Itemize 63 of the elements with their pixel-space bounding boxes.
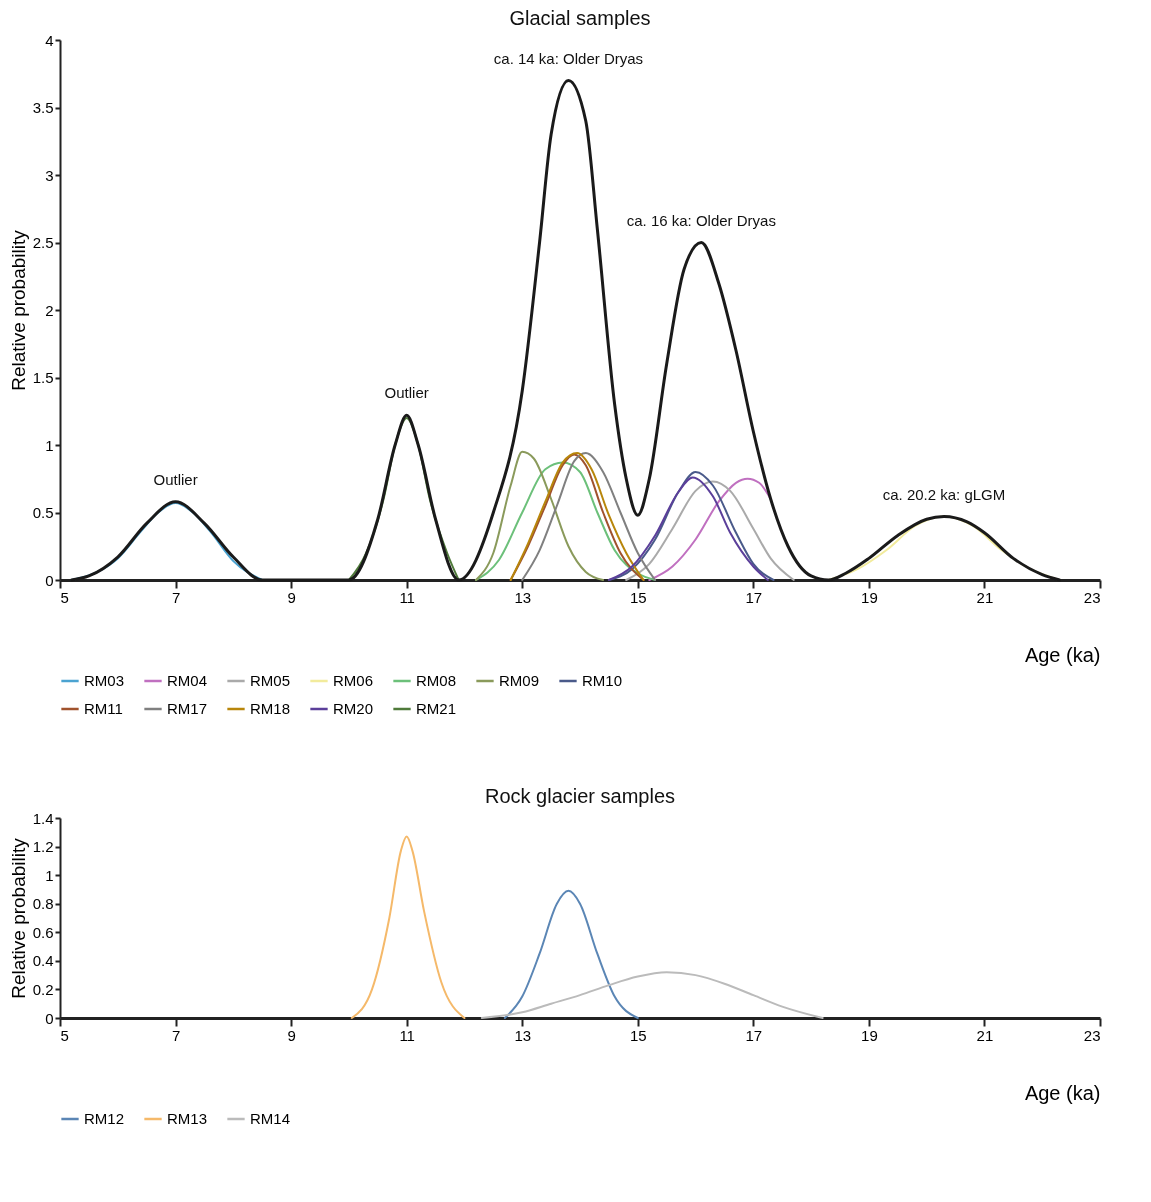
legend-label: RM18: [250, 700, 291, 717]
y-axis-title: Relative probability: [7, 837, 29, 999]
x-axis-title: Age (ka): [1024, 643, 1101, 666]
legend-label: RM06: [333, 672, 374, 689]
annotation: ca. 16 ka: Older Dryas: [626, 211, 776, 229]
x-tick-label: 5: [60, 1026, 69, 1044]
legend-label: RM21: [416, 700, 457, 717]
x-tick-label: 19: [861, 588, 878, 606]
y-tick-label: 1.4: [32, 809, 54, 827]
x-tick-label: 15: [629, 588, 647, 606]
x-tick-label: 7: [171, 588, 181, 606]
x-tick-label: 15: [629, 1026, 647, 1044]
x-tick-label: 5: [60, 588, 69, 606]
x-tick-label: 11: [399, 588, 415, 606]
y-tick-label: 0.6: [32, 923, 54, 941]
legend-label: RM04: [167, 672, 208, 689]
x-tick-label: 9: [287, 588, 296, 606]
legend-label: RM12: [84, 1110, 125, 1127]
legend-label: RM11: [84, 700, 123, 717]
y-tick-label: 0.5: [32, 504, 54, 521]
y-tick-label: 2.5: [32, 234, 54, 251]
x-tick-label: 23: [1083, 588, 1101, 606]
legend-label: RM09: [499, 672, 540, 689]
x-tick-label: 9: [287, 1026, 296, 1044]
y-tick-label: 3: [45, 166, 54, 184]
y-tick-label: 4: [45, 31, 54, 49]
y-tick-label: 0: [45, 571, 54, 589]
legend-label: RM14: [250, 1110, 291, 1127]
x-tick-label: 13: [514, 588, 532, 606]
chart-title: Rock glacier samples: [484, 785, 676, 807]
x-tick-label: 17: [745, 1026, 763, 1044]
legend-label: RM08: [416, 672, 457, 689]
y-tick-label: 1: [45, 436, 54, 454]
x-axis-title: Age (ka): [1024, 1081, 1101, 1104]
annotation: Outlier: [384, 384, 429, 402]
legend-label: RM13: [167, 1110, 208, 1127]
x-tick-label: 23: [1083, 1026, 1101, 1044]
legend-label: RM03: [84, 672, 125, 689]
legend-label: RM10: [582, 672, 623, 689]
legend-label: RM05: [250, 672, 291, 689]
x-tick-label: 11: [399, 1026, 415, 1044]
y-tick-label: 2: [45, 301, 54, 319]
annotation: Outlier: [153, 470, 198, 488]
x-tick-label: 21: [976, 588, 994, 606]
y-tick-label: 1: [45, 866, 54, 884]
y-tick-label: 0.2: [32, 980, 54, 998]
y-tick-label: 0.8: [32, 895, 54, 913]
y-tick-label: 3.5: [32, 99, 54, 116]
x-tick-label: 13: [514, 1026, 532, 1044]
annotation: ca. 20.2 ka: gLGM: [882, 485, 1006, 503]
x-tick-label: 17: [745, 588, 763, 606]
y-tick-label: 1.2: [32, 838, 54, 856]
x-tick-label: 7: [171, 1026, 181, 1044]
legend-label: RM20: [333, 700, 374, 717]
x-tick-label: 21: [976, 1026, 994, 1044]
y-tick-label: 0.4: [32, 952, 54, 970]
x-tick-label: 19: [861, 1026, 878, 1044]
annotation: ca. 14 ka: Older Dryas: [493, 49, 644, 67]
y-tick-label: 0: [45, 1009, 54, 1027]
y-axis-title: Relative probability: [7, 229, 29, 391]
y-tick-label: 1.5: [32, 369, 54, 386]
legend-label: RM17: [167, 700, 208, 717]
chart-title: Glacial samples: [509, 7, 651, 29]
